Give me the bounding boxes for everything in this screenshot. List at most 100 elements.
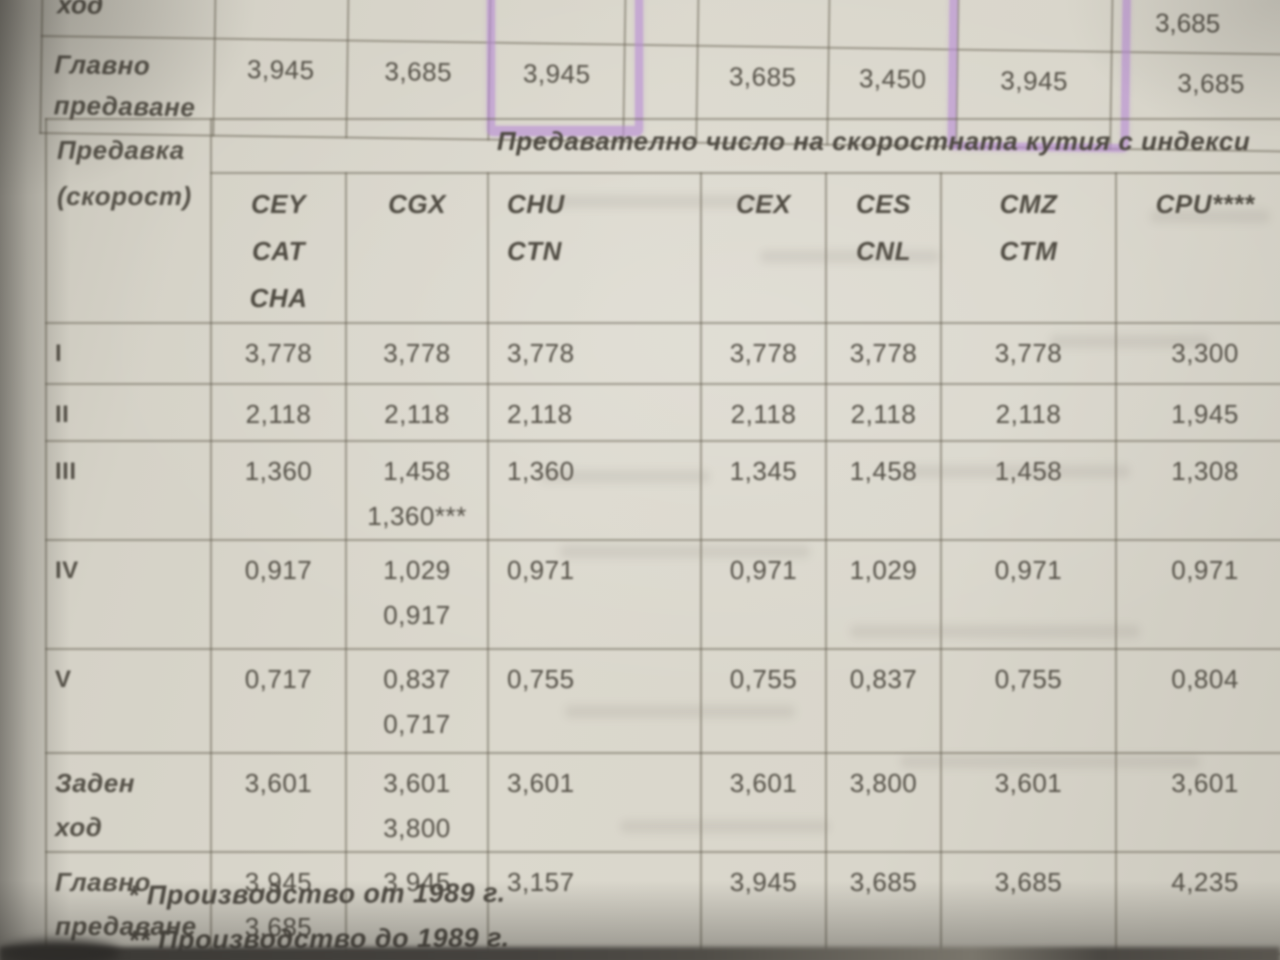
- table-row: II 2,118 2,118 2,118 2,118 2,118 2,118 1…: [45, 383, 1280, 442]
- table-cell: 3,157: [487, 851, 702, 955]
- page-showthrough-smudge: [545, 195, 775, 208]
- column-header: CEY CAT CHA: [210, 172, 347, 324]
- cell-value: 1,458: [849, 456, 918, 486]
- row-label: Главно предаване: [45, 851, 212, 955]
- gearbox-code: CHA: [249, 283, 308, 313]
- cell-value: 3,300: [1171, 338, 1239, 368]
- row-label: Заден ход: [45, 752, 212, 853]
- cell-value: 3,778: [994, 338, 1063, 368]
- table-cell: 2,118: [825, 383, 942, 442]
- cell-value: 1,360: [244, 456, 313, 486]
- row-label: III: [45, 440, 212, 541]
- cell-value: 3,601: [994, 768, 1063, 798]
- table-cell: 3,945: [700, 851, 827, 955]
- gear-label: Главно: [55, 867, 151, 897]
- column-codes-row: CEY CAT CHA CGX CHU CTN CEX CES CNL CMZ …: [46, 172, 1280, 324]
- table-cell: 3,778: [210, 322, 347, 385]
- cell-value: 0,917: [244, 555, 313, 585]
- row-label: II: [45, 383, 212, 442]
- table-cell: 3,601: [1114, 752, 1280, 853]
- table-cell: 0,717: [210, 648, 347, 754]
- span-header: Предавателно число на скоростната кутия …: [209, 118, 1280, 174]
- table-cell: 3,778: [940, 322, 1117, 385]
- table-row: IV 0,917 1,029 0,917 0,971 0,971 1,029 0…: [45, 539, 1280, 650]
- table-cell: 0,837: [825, 648, 942, 754]
- table-cell: 0,917: [210, 539, 347, 650]
- span-header-row: Предавка (скорост) Предавателно число на…: [45, 118, 1280, 324]
- column-header: CHU CTN: [487, 172, 702, 324]
- cell-value: 3,601: [507, 768, 575, 798]
- cell-value: 3,685: [244, 912, 313, 942]
- table-cell: 3,778: [700, 322, 827, 385]
- table-row: Заден ход 3,601 3,601 3,800 3,601 3,601 …: [45, 752, 1280, 853]
- cell-value: 2,118: [245, 399, 312, 429]
- cell-value: 3,601: [1171, 768, 1239, 798]
- gearbox-code: CTN: [507, 236, 562, 266]
- photo-dark-edge: [0, 940, 120, 960]
- cell-value: 0,971: [729, 555, 798, 585]
- table-cell: 3,601: [210, 752, 347, 853]
- cell-value: 3,685: [1177, 67, 1246, 99]
- cell-value: 0,717: [244, 664, 313, 694]
- cell-value: 2,118: [850, 399, 917, 429]
- column-header: CGX: [345, 172, 489, 324]
- table-cell: 1,945: [1114, 383, 1280, 442]
- table-cell: 3,685: [1111, 0, 1280, 55]
- table-cell: 3,601: [700, 752, 827, 853]
- row-label: V: [45, 648, 212, 754]
- table-cell: 1,308: [1114, 440, 1280, 541]
- cell-value: 1,945: [1171, 399, 1239, 429]
- table-cell: 1,458: [825, 440, 942, 541]
- table-cell: 0,755: [940, 648, 1117, 754]
- table-cell: 1,360: [487, 440, 702, 541]
- gearbox-code: CNL: [856, 236, 911, 266]
- cell-value: 0,917: [383, 600, 451, 630]
- table-cell: 0,971: [1114, 539, 1280, 650]
- table-cell: 3,601: [487, 752, 702, 853]
- cell-value: 0,971: [507, 555, 575, 585]
- cell-value: 0,971: [994, 555, 1063, 585]
- cell-value: 3,778: [507, 338, 575, 368]
- page-showthrough-smudge: [1050, 335, 1210, 348]
- cell-value: 1,345: [729, 456, 798, 486]
- table-cell: 1,458 1,360***: [345, 440, 489, 541]
- page-showthrough-smudge: [565, 705, 795, 718]
- cell-value: 3,685: [994, 867, 1063, 897]
- page-showthrough-smudge: [540, 470, 710, 483]
- gear-label: IV: [55, 557, 79, 584]
- page-showthrough-smudge: [900, 755, 1200, 768]
- table-cell: 3,685: [825, 851, 942, 955]
- page-showthrough-smudge: [850, 625, 1140, 638]
- cell-value: 3,800: [849, 768, 918, 798]
- clipped-value: 3,685: [1154, 7, 1221, 39]
- table-cell: [214, 0, 349, 41]
- cell-value: 0,755: [507, 664, 575, 694]
- cell-value: 3,800: [383, 813, 451, 843]
- cell-value: 0,717: [383, 709, 451, 739]
- table-cell: [828, 0, 959, 50]
- table-cell: 2,118: [700, 383, 827, 442]
- table-cell: 2,118: [487, 383, 702, 442]
- corner-header: Предавка (скорост): [45, 118, 212, 324]
- cell-value: 3,778: [383, 338, 451, 368]
- table-cell: 0,971: [940, 539, 1117, 650]
- highlight-marker-box: [487, 0, 643, 136]
- table-cell: 1,345: [700, 440, 827, 541]
- cell-value: 1,360: [507, 456, 575, 486]
- gear-ratio-table: Предавка (скорост) Предавателно число на…: [45, 118, 1280, 955]
- cell-value: 0,804: [1171, 664, 1239, 694]
- column-header: CMZ CTM: [940, 172, 1117, 324]
- table-cell: 0,755: [487, 648, 702, 754]
- gearbox-code: CEX: [736, 189, 791, 219]
- cell-value: 3,778: [244, 338, 313, 368]
- table-cell: 1,360: [210, 440, 347, 541]
- gear-label: предаване: [55, 911, 197, 941]
- corner-header-line: Предавка: [57, 135, 185, 165]
- gear-label: I: [55, 340, 63, 367]
- page-showthrough-smudge: [620, 820, 830, 833]
- cell-value: 1,458: [383, 456, 451, 486]
- table-cell: 3,685: [940, 851, 1117, 955]
- table-cell: 3,778: [487, 322, 702, 385]
- table-cell: 3,601 3,800: [345, 752, 489, 853]
